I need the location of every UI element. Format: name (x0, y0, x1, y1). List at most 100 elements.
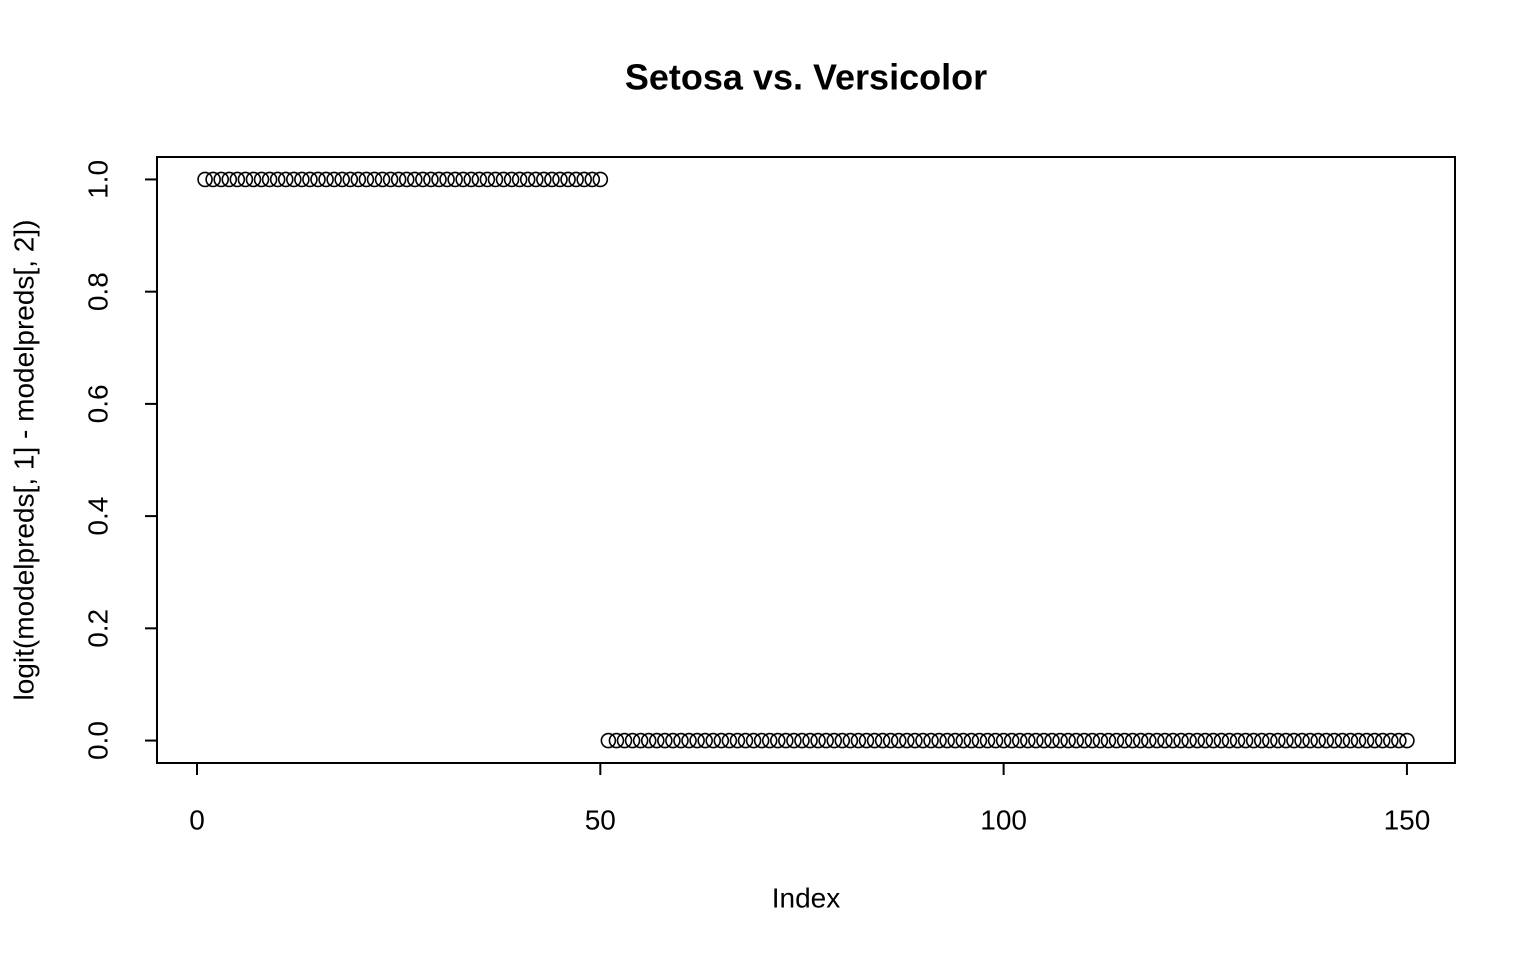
point (1278, 732, 1294, 749)
point (971, 732, 988, 749)
point (1318, 732, 1335, 749)
point (294, 171, 310, 188)
point (1100, 732, 1117, 749)
point (939, 732, 955, 749)
point (1092, 732, 1109, 749)
point (899, 732, 915, 749)
point (552, 171, 568, 188)
point (527, 171, 544, 188)
point (495, 171, 512, 188)
point (1221, 732, 1238, 749)
point (1157, 732, 1173, 749)
point (1036, 732, 1052, 749)
point (463, 171, 480, 188)
point (1060, 732, 1076, 749)
point (197, 171, 213, 188)
point (987, 732, 1004, 749)
point (213, 171, 230, 188)
point (834, 732, 851, 749)
point (269, 171, 286, 188)
point (1253, 732, 1270, 749)
point (866, 732, 883, 749)
x-tick-label: 50 (585, 804, 616, 835)
point (423, 171, 439, 188)
point (1165, 732, 1181, 749)
point (277, 171, 294, 188)
point (769, 732, 786, 749)
point (673, 732, 689, 749)
point (374, 171, 391, 188)
point (511, 171, 528, 188)
point (947, 732, 964, 749)
point (632, 732, 649, 749)
point (245, 171, 262, 188)
y-tick-label: 1.0 (82, 160, 113, 199)
point (955, 732, 972, 749)
point (874, 732, 891, 749)
point (818, 732, 834, 749)
plot-frame (156, 156, 1456, 764)
point (439, 171, 455, 188)
point (229, 171, 246, 188)
point (616, 732, 633, 749)
point (1181, 732, 1197, 749)
point (931, 732, 947, 749)
point (923, 732, 939, 749)
point (390, 171, 407, 188)
point (366, 171, 383, 188)
point (1003, 732, 1020, 749)
point (697, 732, 713, 749)
point (657, 732, 673, 749)
point (890, 732, 907, 749)
point (592, 171, 609, 188)
point (326, 171, 342, 188)
point (786, 732, 802, 749)
point (1044, 732, 1060, 749)
point (1382, 732, 1399, 749)
point (1326, 732, 1343, 749)
point (1374, 732, 1391, 749)
chart-title: Setosa vs. Versicolor (625, 57, 987, 98)
point (487, 171, 504, 188)
point (794, 732, 810, 749)
point (455, 171, 471, 188)
point (1229, 732, 1246, 749)
point (1391, 732, 1407, 749)
point (713, 732, 730, 749)
x-tick-label: 0 (189, 804, 205, 835)
point (1286, 732, 1302, 749)
point (1011, 732, 1028, 749)
point (1068, 732, 1085, 749)
point (1173, 732, 1189, 749)
point (1205, 732, 1222, 749)
point (1366, 732, 1383, 749)
point (205, 171, 221, 188)
point (1189, 732, 1206, 749)
point (745, 732, 762, 749)
point (608, 732, 625, 749)
point (705, 732, 722, 749)
point (850, 732, 867, 749)
point (503, 171, 520, 188)
point (568, 171, 584, 188)
point (1124, 732, 1141, 749)
point (1149, 732, 1165, 749)
point (536, 171, 552, 188)
point (1213, 732, 1230, 749)
point (406, 171, 423, 188)
point (310, 171, 326, 188)
point (882, 732, 899, 749)
point (721, 732, 738, 749)
point (358, 171, 375, 188)
point (1116, 732, 1133, 749)
point (1237, 732, 1254, 749)
point (665, 732, 681, 749)
point (398, 171, 415, 188)
point (1052, 732, 1068, 749)
point (1358, 732, 1375, 749)
point (1310, 732, 1326, 749)
point (519, 171, 536, 188)
point (584, 171, 601, 188)
point (802, 732, 818, 749)
point (1084, 732, 1101, 749)
